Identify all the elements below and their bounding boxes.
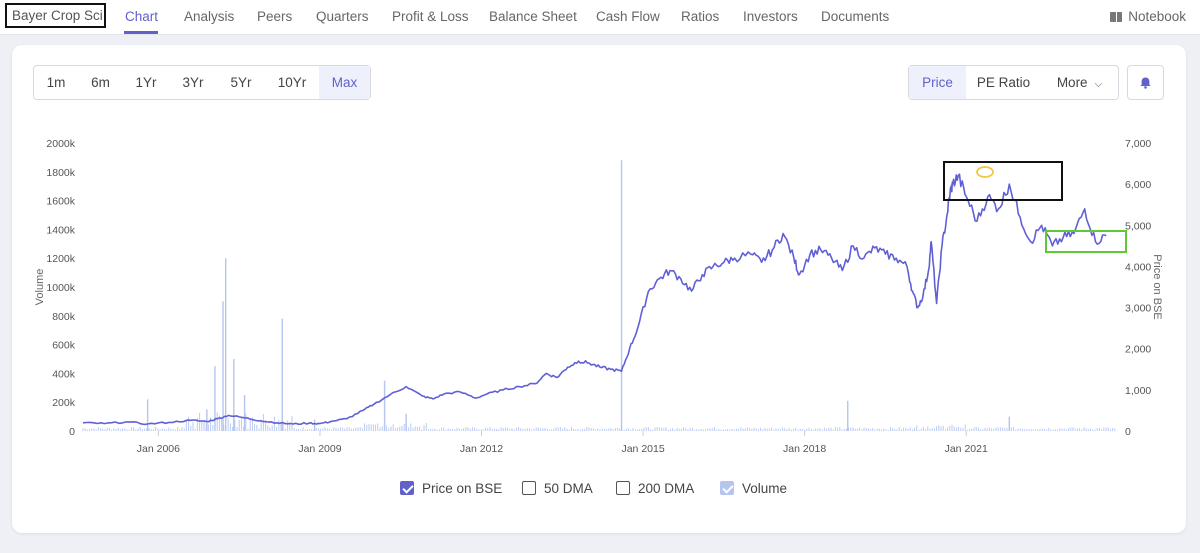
volume-axis-title: Volume <box>34 269 46 306</box>
tab-investors[interactable]: Investors <box>743 9 798 24</box>
active-tab-indicator <box>124 31 158 34</box>
bell-icon <box>1140 77 1151 89</box>
chart-type-selector: Price PE Ratio More ⌵ <box>908 65 1119 100</box>
legend-50dma-label: 50 DMA <box>544 481 593 496</box>
range-1yr-button[interactable]: 1Yr <box>135 75 157 90</box>
tab-quarters[interactable]: Quarters <box>316 9 369 24</box>
alert-button[interactable] <box>1127 65 1164 100</box>
more-dropdown[interactable]: More ⌵ <box>1041 66 1118 99</box>
volume-tick-label: 400k <box>52 368 76 380</box>
volume-tick-label: 1600k <box>46 196 75 208</box>
volume-tick-label: 1200k <box>46 253 75 265</box>
price-tick-label: 3,000 <box>1125 303 1151 315</box>
volume-tick-label: 600k <box>52 340 76 352</box>
tab-documents[interactable]: Documents <box>821 9 890 24</box>
notebook-icon <box>1110 12 1123 22</box>
price-tick-label: 7,000 <box>1125 138 1151 150</box>
volume-tick-label: 1000k <box>46 282 75 294</box>
dma200-checkbox[interactable] <box>616 481 630 495</box>
notebook-label: Notebook <box>1128 9 1186 24</box>
legend-volume-label: Volume <box>742 481 788 496</box>
x-tick-label: Jan 2018 <box>783 443 826 455</box>
company-name[interactable]: Bayer Crop Sci. <box>5 3 106 28</box>
volume-tick-label: 200k <box>52 397 76 409</box>
x-tick-label: Jan 2006 <box>137 443 180 455</box>
tab-ratios[interactable]: Ratios <box>681 9 720 24</box>
volume-tick-label: 2000k <box>46 138 75 150</box>
tab-cash-flow[interactable]: Cash Flow <box>596 9 660 24</box>
tab-analysis[interactable]: Analysis <box>184 9 235 24</box>
tab-chart[interactable]: Chart <box>125 9 159 24</box>
tab-peers[interactable]: Peers <box>257 9 293 24</box>
price-axis-title: Price on BSE <box>1151 254 1163 319</box>
range-3yr-button[interactable]: 3Yr <box>182 75 204 90</box>
dma50-checkbox[interactable] <box>522 481 536 495</box>
price-checkbox[interactable] <box>400 481 414 495</box>
price-tick-label: 5,000 <box>1125 220 1151 232</box>
highlight-circle-high <box>976 166 994 178</box>
notebook-link[interactable]: Notebook <box>1110 0 1186 34</box>
highlight-box-peak <box>943 161 1063 201</box>
volume-tick-label: 800k <box>52 311 76 323</box>
volume-tick-label: 1400k <box>46 224 75 236</box>
price-line <box>82 173 1107 426</box>
chevron-down-icon: ⌵ <box>1094 79 1103 90</box>
chart-card: 1m 6m 1Yr 3Yr 5Yr 10Yr Max Price PE Rati… <box>12 45 1186 533</box>
range-10yr-button[interactable]: 10Yr <box>277 75 307 90</box>
volume-tick-label: 0 <box>69 426 75 438</box>
volume-tick-label: 1800k <box>46 167 75 179</box>
chart-legend: Price on BSE 50 DMA 200 DMA Volume <box>12 477 1186 501</box>
tab-balance-sheet[interactable]: Balance Sheet <box>489 9 577 24</box>
price-tick-label: 6,000 <box>1125 179 1151 191</box>
price-volume-chart[interactable]: 0 200k 400k 600k 800k 1000k 1200k 1400k 1600k 180… <box>12 45 1186 465</box>
more-label: More <box>1056 75 1088 90</box>
legend-200dma-label: 200 DMA <box>638 481 695 496</box>
volume-checkbox[interactable] <box>720 481 734 495</box>
price-tick-label: 2,000 <box>1125 344 1151 356</box>
time-range-selector: 1m 6m 1Yr 3Yr 5Yr 10Yr Max <box>33 65 371 100</box>
check-icon <box>721 481 734 494</box>
range-1m-button[interactable]: 1m <box>46 75 66 90</box>
price-tick-label: 1,000 <box>1125 385 1151 397</box>
legend-price-label: Price on BSE <box>422 481 503 496</box>
check-icon <box>401 481 414 494</box>
highlight-box-current <box>1045 230 1127 253</box>
price-tick-label: 0 <box>1125 426 1131 438</box>
price-tick-label: 4,000 <box>1125 261 1151 273</box>
x-tick-label: Jan 2021 <box>945 443 988 455</box>
range-5yr-button[interactable]: 5Yr <box>230 75 252 90</box>
tab-profit-loss[interactable]: Profit & Loss <box>392 9 469 24</box>
x-tick-label: Jan 2012 <box>460 443 503 455</box>
x-tick-label: Jan 2009 <box>298 443 341 455</box>
pe-ratio-button[interactable]: PE Ratio <box>976 75 1031 90</box>
top-navigation: Bayer Crop Sci. Chart Analysis Peers Qua… <box>0 0 1200 35</box>
range-6m-button[interactable]: 6m <box>91 75 110 90</box>
x-tick-label: Jan 2015 <box>621 443 664 455</box>
range-max-button[interactable]: Max <box>319 66 370 99</box>
price-button[interactable]: Price <box>909 66 966 99</box>
